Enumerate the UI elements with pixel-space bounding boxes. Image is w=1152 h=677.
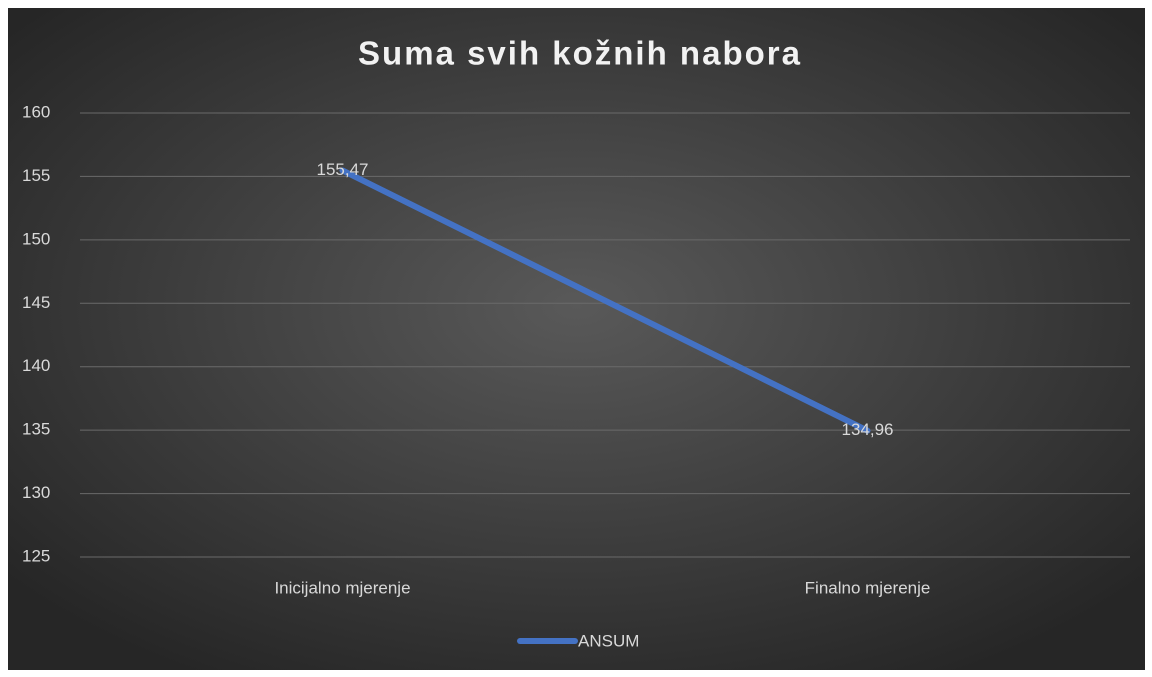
y-tick-label: 150 (22, 229, 50, 248)
data-label: 155,47 (317, 160, 369, 179)
legend-label: ANSUM (578, 631, 639, 650)
chart-title: Suma svih kožnih nabora (358, 35, 802, 72)
y-tick-label: 130 (22, 483, 50, 502)
chart-background (8, 8, 1145, 670)
x-tick-label: Finalno mjerenje (805, 578, 931, 597)
data-label: 134,96 (842, 420, 894, 439)
y-tick-label: 160 (22, 102, 50, 121)
x-tick-label: Inicijalno mjerenje (274, 578, 410, 597)
y-tick-label: 140 (22, 356, 50, 375)
y-tick-label: 125 (22, 546, 50, 565)
line-series (339, 167, 871, 434)
y-tick-label: 145 (22, 293, 50, 312)
y-tick-label: 135 (22, 420, 50, 439)
y-tick-label: 155 (22, 166, 50, 185)
